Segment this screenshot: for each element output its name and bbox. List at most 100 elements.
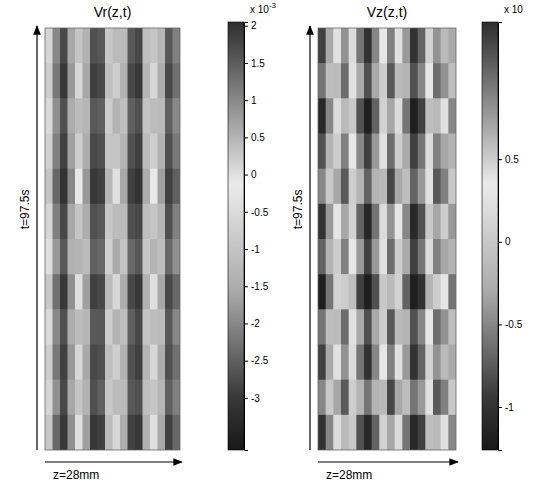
heatmap-cell xyxy=(425,63,433,99)
heatmap-cell xyxy=(45,380,53,416)
colorbar-tick-mark xyxy=(244,63,248,64)
heatmap-cell xyxy=(341,169,349,205)
heatmap-cell xyxy=(318,380,326,416)
heatmap-cell xyxy=(68,415,76,450)
heatmap-cell xyxy=(173,345,181,381)
colorbar-tick-mark xyxy=(498,159,502,160)
heatmap-cell xyxy=(83,28,91,64)
heatmap-cell xyxy=(83,309,91,345)
heatmap-cell xyxy=(333,239,341,275)
colorbar-axis-line xyxy=(499,23,503,451)
heatmap-cell xyxy=(75,380,83,416)
heatmap-cell xyxy=(105,380,113,416)
heatmap-cell xyxy=(68,239,76,275)
heatmap-cell xyxy=(418,98,426,134)
heatmap-cell xyxy=(356,204,364,240)
heatmap-cell xyxy=(395,63,403,99)
heatmap-cell xyxy=(90,63,98,99)
heatmap-cell xyxy=(418,239,426,275)
heatmap-cell xyxy=(143,28,151,64)
heatmap-cell xyxy=(402,274,410,310)
heatmap-cell xyxy=(45,309,53,345)
heatmap-cell xyxy=(333,345,341,381)
heatmap-cell xyxy=(53,415,61,450)
heatmap-cell xyxy=(128,169,136,205)
heatmap-cell xyxy=(418,169,426,205)
heatmap-cell xyxy=(158,380,166,416)
heatmap-cell xyxy=(395,28,403,64)
heatmap-cell xyxy=(410,380,418,416)
heatmap-cell xyxy=(150,345,158,381)
heatmap-cell xyxy=(53,309,61,345)
heatmap-cell xyxy=(173,98,181,134)
heatmap-cell xyxy=(379,239,387,275)
heatmap-cell xyxy=(341,415,349,450)
heatmap-cell xyxy=(441,204,449,240)
heatmap-cell xyxy=(113,345,121,381)
heatmap-cell xyxy=(379,63,387,99)
colorbar-tick-label: 0 xyxy=(251,169,257,180)
heatmap-cell xyxy=(364,274,372,310)
heatmap-cell xyxy=(441,380,449,416)
heatmap-cell xyxy=(441,309,449,345)
heatmap-cell xyxy=(364,415,372,450)
heatmap-cell xyxy=(68,274,76,310)
heatmap-cell xyxy=(68,63,76,99)
heatmap-cell xyxy=(143,239,151,275)
heatmap-cell xyxy=(75,345,83,381)
heatmap-cell xyxy=(349,309,357,345)
heatmap-cell xyxy=(120,239,128,275)
figure: Vr(z,t)t=97.5sz=28mm21.510.50-0.5-1-1.5-… xyxy=(0,0,548,489)
heatmap-cell xyxy=(75,415,83,450)
heatmap-cell xyxy=(53,169,61,205)
heatmap-cell xyxy=(83,239,91,275)
heatmap-cell xyxy=(387,274,395,310)
heatmap-cell xyxy=(341,63,349,99)
heatmap-cell xyxy=(433,28,441,64)
heatmap-cell xyxy=(372,204,380,240)
heatmap-cell xyxy=(418,274,426,310)
heatmap-cell xyxy=(318,169,326,205)
heatmap-cell xyxy=(45,239,53,275)
heatmap-cell xyxy=(143,274,151,310)
heatmap-cell xyxy=(333,274,341,310)
heatmap-cell xyxy=(90,274,98,310)
heatmap-cell xyxy=(165,345,173,381)
heatmap-cell xyxy=(120,98,128,134)
heatmap-cell xyxy=(53,239,61,275)
heatmap-cell xyxy=(448,239,456,275)
heatmap-cell xyxy=(341,28,349,64)
heatmap-cell xyxy=(165,239,173,275)
heatmap-cell xyxy=(402,204,410,240)
heatmap-cell xyxy=(333,63,341,99)
heatmap-cell xyxy=(60,204,68,240)
heatmap-cell xyxy=(135,98,143,134)
colorbar-tick: 0.5 xyxy=(498,154,519,165)
colorbar-axis: 21.510.50-0.5-1-1.5-2-2.5-3 xyxy=(244,20,269,450)
heatmap-cell xyxy=(135,345,143,381)
heatmap-cell xyxy=(60,380,68,416)
colorbar-tick: 1 xyxy=(244,95,257,106)
heatmap-cell xyxy=(60,28,68,64)
x-axis-title: z=28mm xyxy=(326,468,372,482)
colorbar-tick-mark xyxy=(498,407,502,408)
heatmap-cell xyxy=(441,274,449,310)
heatmap-cell xyxy=(75,239,83,275)
heatmap-cell xyxy=(60,309,68,345)
heatmap-cell xyxy=(433,239,441,275)
heatmap-cell xyxy=(410,204,418,240)
heatmap-cell xyxy=(83,345,91,381)
heatmap-cell xyxy=(333,134,341,170)
heatmap-cell xyxy=(90,309,98,345)
heatmap-cell xyxy=(135,309,143,345)
heatmap-cell xyxy=(173,239,181,275)
heatmap-cell xyxy=(402,415,410,450)
heatmap-cell xyxy=(341,134,349,170)
heatmap-cell xyxy=(318,309,326,345)
heatmap-cell xyxy=(120,28,128,64)
heatmap-cell xyxy=(60,239,68,275)
heatmap-cell xyxy=(128,134,136,170)
heatmap-cell xyxy=(395,380,403,416)
heatmap-cell xyxy=(318,345,326,381)
heatmap-cell xyxy=(83,204,91,240)
